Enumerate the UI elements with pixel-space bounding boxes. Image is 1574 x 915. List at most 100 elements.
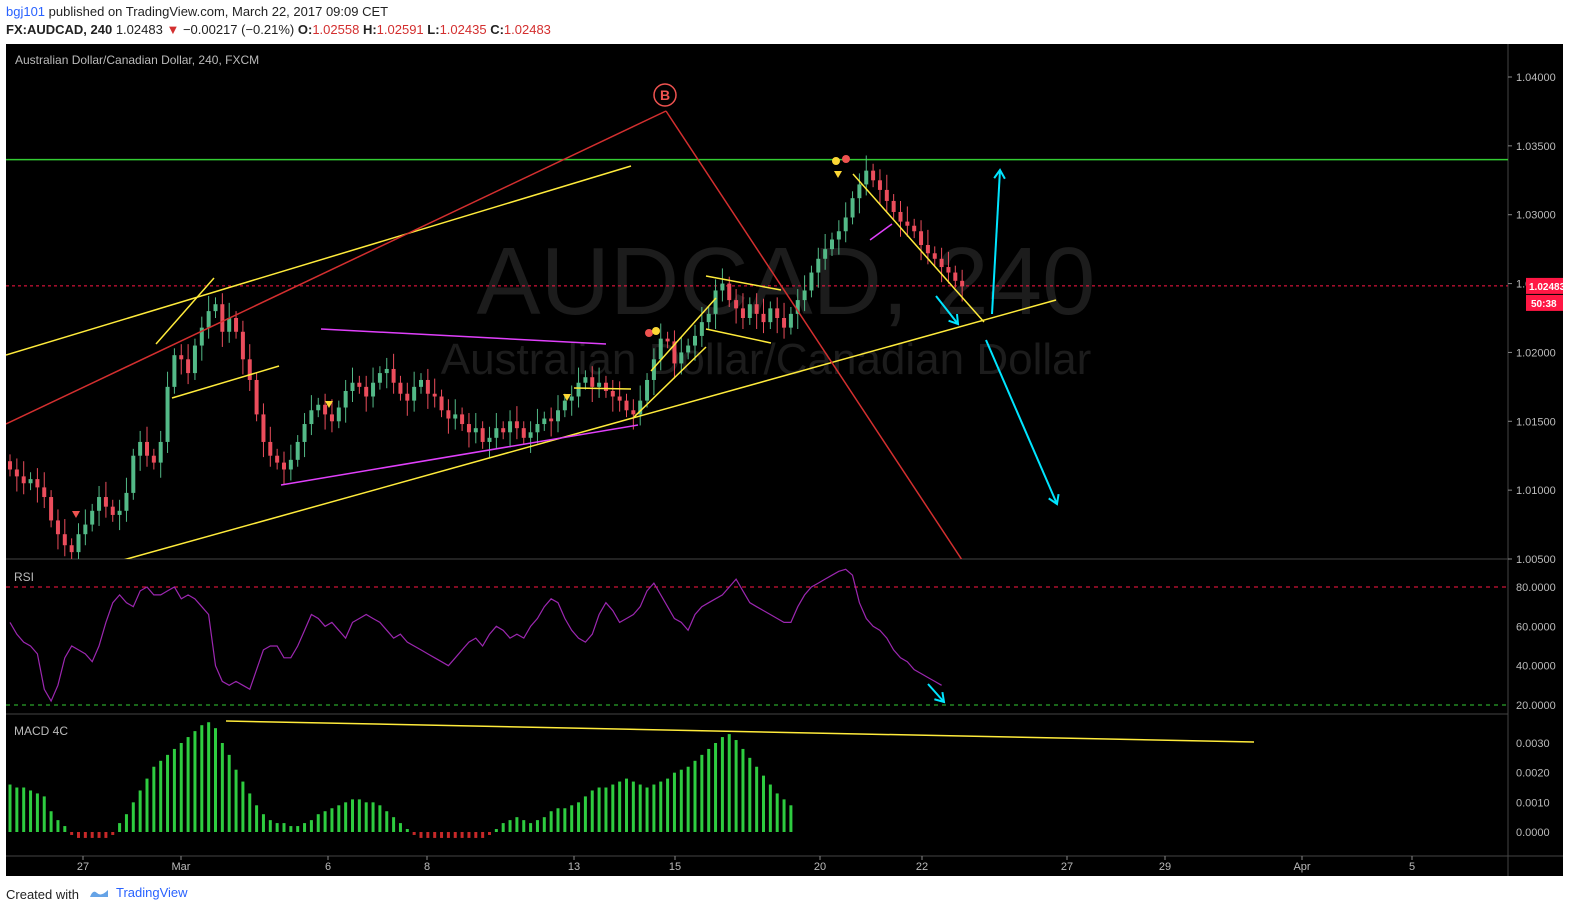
wave-b-down-line[interactable] — [665, 110, 966, 566]
main-legend[interactable]: Australian Dollar/Canadian Dollar, 240, … — [15, 53, 259, 67]
candle-body[interactable] — [761, 313, 766, 323]
flag-bottom-line[interactable] — [171, 365, 280, 399]
candle-body[interactable] — [884, 189, 889, 201]
candle-body[interactable] — [480, 428, 485, 442]
candle-body[interactable] — [583, 377, 588, 383]
candle-body[interactable] — [905, 221, 910, 226]
candle-body[interactable] — [391, 368, 396, 383]
macd-pane[interactable] — [8, 722, 793, 838]
candle-body[interactable] — [823, 249, 828, 259]
pennant-bottom-line[interactable] — [705, 328, 772, 344]
rsi-line[interactable] — [9, 568, 942, 703]
candle-body[interactable] — [62, 534, 67, 546]
candle-body[interactable] — [576, 382, 581, 397]
candle-body[interactable] — [405, 393, 410, 401]
candle-body[interactable] — [419, 379, 423, 387]
candle-body[interactable] — [14, 469, 19, 477]
candle-body[interactable] — [466, 424, 471, 433]
candle-body[interactable] — [254, 379, 259, 415]
upper-channel-line[interactable] — [6, 165, 632, 356]
candle-body[interactable] — [727, 283, 732, 301]
candle-body[interactable] — [658, 338, 663, 360]
candle-body[interactable] — [610, 390, 615, 397]
candle-body[interactable] — [227, 318, 232, 332]
candle-body[interactable] — [693, 335, 697, 346]
candle-body[interactable] — [55, 520, 60, 535]
drawings[interactable]: B — [6, 83, 1255, 743]
candle-body[interactable] — [754, 304, 759, 314]
candle-body[interactable] — [706, 313, 711, 323]
tradingview-link[interactable]: TradingView — [88, 885, 188, 900]
candle-body[interactable] — [809, 272, 814, 291]
candle-body[interactable] — [240, 331, 245, 360]
candle-body[interactable] — [282, 462, 286, 470]
candle-body[interactable] — [165, 386, 170, 442]
candle-body[interactable] — [487, 437, 492, 442]
candle-body[interactable] — [569, 396, 574, 401]
rally-left-line[interactable] — [650, 297, 717, 372]
candle-body[interactable] — [446, 410, 451, 419]
candle-body[interactable] — [234, 318, 239, 332]
candle-body[interactable] — [836, 231, 841, 240]
candle-body[interactable] — [679, 352, 684, 364]
candle-body[interactable] — [8, 461, 12, 470]
rally-right-line[interactable] — [633, 346, 707, 418]
candle-body[interactable] — [377, 373, 382, 383]
candle-body[interactable] — [795, 300, 800, 314]
candle-body[interactable] — [460, 414, 465, 425]
arrow-small-down[interactable] — [935, 295, 960, 326]
candle-body[interactable] — [323, 404, 328, 415]
candle-body[interactable] — [90, 510, 95, 525]
candle-body[interactable] — [439, 396, 444, 411]
box-line[interactable] — [573, 387, 632, 390]
candle-body[interactable] — [556, 410, 560, 422]
main-drawings[interactable] — [6, 110, 1057, 566]
candle-body[interactable] — [549, 418, 554, 422]
candle-body[interactable] — [124, 492, 129, 511]
candle-body[interactable] — [877, 180, 882, 190]
candle-body[interactable] — [775, 308, 780, 318]
candle-body[interactable] — [535, 424, 540, 433]
candle-body[interactable] — [788, 313, 793, 328]
arrow-down[interactable] — [985, 339, 1060, 506]
candle-body[interactable] — [288, 459, 293, 470]
candle-body[interactable] — [624, 400, 629, 411]
candle-body[interactable] — [542, 418, 547, 425]
candle-body[interactable] — [295, 441, 300, 460]
candle-body[interactable] — [76, 534, 81, 553]
triangle-bottom-line[interactable] — [280, 424, 639, 486]
candle-body[interactable] — [220, 304, 225, 332]
candle-body[interactable] — [631, 410, 636, 415]
candle-body[interactable] — [508, 421, 513, 433]
candle-body[interactable] — [336, 407, 341, 422]
arrow-rsi-down[interactable] — [927, 683, 946, 704]
candle-body[interactable] — [302, 424, 307, 442]
candle-body[interactable] — [843, 217, 848, 232]
candle-body[interactable] — [802, 290, 807, 301]
candle-body[interactable] — [686, 345, 691, 353]
candle-body[interactable] — [179, 355, 184, 360]
wave-b-up-line[interactable] — [6, 110, 667, 425]
candle-body[interactable] — [501, 428, 506, 433]
rsi-pane[interactable] — [6, 568, 1508, 706]
candle-body[interactable] — [412, 386, 417, 401]
candle-body[interactable] — [247, 359, 252, 380]
lower-channel-line[interactable] — [116, 299, 1057, 562]
candle-body[interactable] — [768, 308, 773, 323]
drop-left-line[interactable] — [852, 173, 985, 323]
candle-body[interactable] — [617, 396, 622, 401]
chart-area[interactable]: AUDCAD, 240 Australian Dollar/Canadian D… — [6, 44, 1566, 876]
candle-body[interactable] — [473, 428, 478, 433]
candle-body[interactable] — [953, 272, 958, 281]
candle-body[interactable] — [830, 239, 834, 250]
candle-body[interactable] — [597, 382, 602, 387]
candle-body[interactable] — [316, 404, 321, 411]
candle-body[interactable] — [145, 441, 149, 456]
candle-body[interactable] — [713, 290, 718, 314]
candle-body[interactable] — [213, 304, 218, 312]
candle-body[interactable] — [329, 414, 334, 422]
candle-body[interactable] — [514, 421, 519, 429]
candle-body[interactable] — [138, 441, 143, 456]
candle-body[interactable] — [275, 455, 280, 463]
candle-body[interactable] — [494, 428, 499, 438]
